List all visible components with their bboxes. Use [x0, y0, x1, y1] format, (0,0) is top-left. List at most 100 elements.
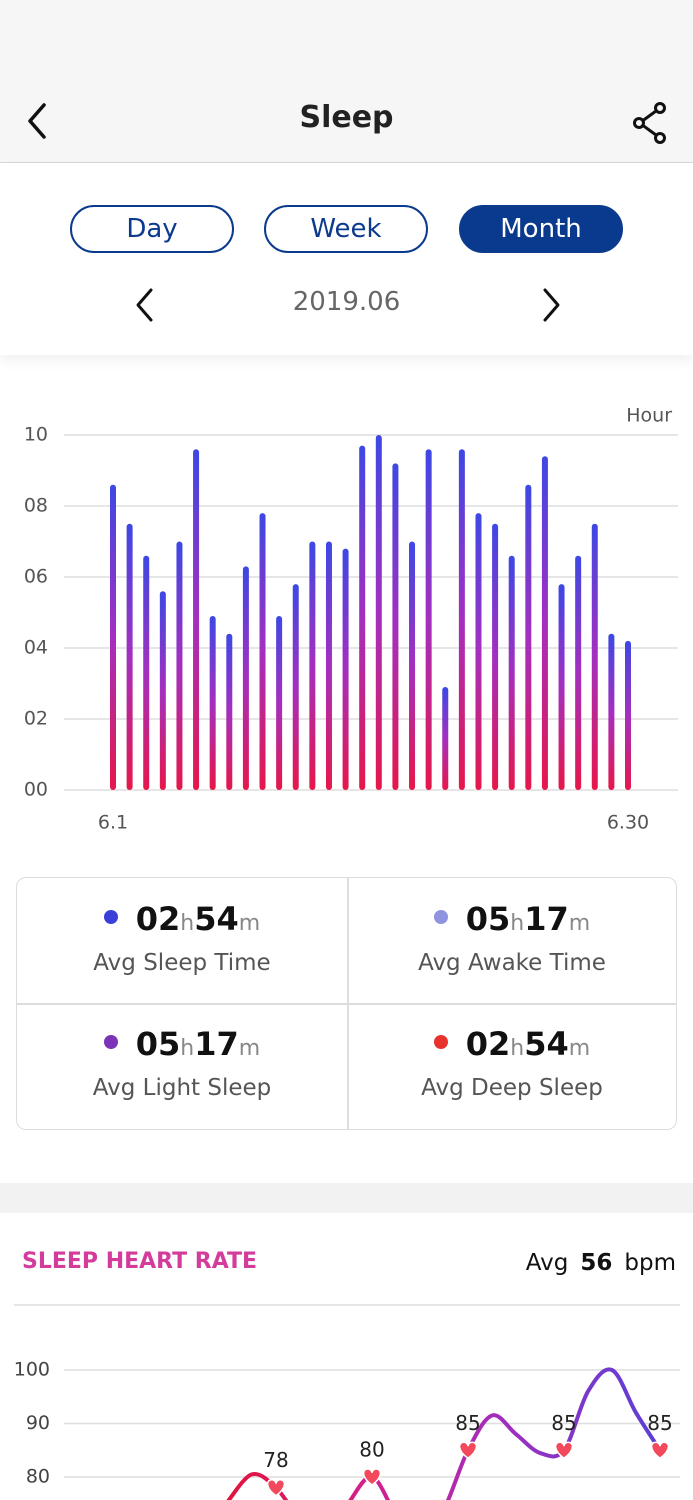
average: Avg 56 bpm — [526, 1250, 676, 1276]
data-label: 85 — [647, 1411, 672, 1435]
stat-value: 02h54m — [17, 900, 347, 938]
tab[interactable]: Week — [264, 205, 428, 253]
hour-unit: h — [510, 1036, 525, 1061]
tab[interactable]: Day — [70, 205, 234, 253]
data-label: 78 — [263, 1448, 288, 1472]
section-gap — [0, 1183, 693, 1213]
hours: 02 — [135, 900, 181, 938]
bar — [359, 445, 366, 790]
bar — [193, 449, 200, 790]
bar — [342, 548, 349, 790]
period-label: 2019.06 — [292, 287, 401, 317]
bar — [209, 616, 216, 790]
bar — [475, 513, 482, 790]
y-tick-label: 08 — [24, 495, 48, 517]
minutes: 17 — [194, 1025, 239, 1063]
bar — [159, 591, 166, 790]
top-bar: Sleep — [0, 0, 693, 163]
y-tick-label: 100 — [14, 1359, 50, 1381]
stat-value: 02h54m — [347, 1025, 677, 1063]
minute-unit: m — [568, 911, 591, 936]
minutes: 54 — [194, 900, 239, 938]
bar — [458, 449, 465, 790]
bar — [375, 435, 382, 790]
bar — [110, 484, 116, 790]
y-tick-label: 04 — [24, 637, 48, 659]
y-tick-label: 02 — [24, 708, 48, 730]
bar — [325, 541, 332, 790]
unit-label: Hour — [626, 405, 672, 427]
hour-unit: h — [510, 911, 525, 936]
avg-value: 56 — [580, 1250, 612, 1276]
bar — [176, 541, 183, 790]
bar — [292, 584, 299, 790]
avg-unit: bpm — [624, 1250, 676, 1276]
page-title: Sleep — [299, 100, 394, 135]
divider — [17, 1003, 676, 1005]
bar — [508, 555, 515, 790]
bar — [242, 566, 249, 790]
prev-period[interactable] — [130, 285, 160, 325]
hours: 02 — [465, 1025, 511, 1063]
bar — [525, 484, 532, 790]
back-button[interactable] — [22, 101, 62, 141]
stat-label: Avg Deep Sleep — [421, 1075, 603, 1101]
tab[interactable]: Month — [459, 205, 623, 253]
bar — [276, 616, 283, 790]
legend-dot — [103, 1035, 118, 1049]
minute-unit: m — [568, 1036, 591, 1061]
heart-marker — [650, 1441, 670, 1460]
minute-unit: m — [238, 911, 261, 936]
bar — [392, 463, 399, 790]
stat-value: 05h17m — [347, 900, 677, 938]
stat-value: 05h17m — [17, 1025, 347, 1063]
heart-marker — [554, 1441, 574, 1460]
bar — [309, 541, 316, 790]
heart-marker — [362, 1468, 382, 1486]
hours: 05 — [135, 1025, 181, 1063]
heart-marker — [266, 1478, 286, 1497]
section-title: SLEEP HEART RATE — [22, 1249, 257, 1274]
stat-label: Avg Awake Time — [418, 950, 606, 976]
bar — [259, 513, 266, 790]
legend-dot — [433, 910, 448, 924]
x-tick-label: 6.30 — [607, 812, 649, 834]
bar — [558, 584, 565, 790]
period-panel: Day Week Month 2019.06 — [0, 163, 693, 355]
y-tick-label: 10 — [24, 424, 48, 446]
avg-label: Avg — [526, 1250, 569, 1276]
bar — [575, 555, 582, 790]
bar — [226, 633, 233, 790]
y-tick-label: 06 — [24, 566, 48, 588]
minute-unit: m — [238, 1036, 261, 1061]
stats-box: 02h54m Avg Sleep Time 05h17m Avg Awake Time… — [16, 877, 677, 1130]
heart-marker — [458, 1441, 478, 1460]
legend-dot — [103, 910, 118, 924]
x-tick-label: 6.1 — [98, 812, 128, 834]
legend-dot — [433, 1035, 448, 1049]
data-label: 80 — [359, 1438, 384, 1462]
stat-cell: 02h54m Avg Deep Sleep — [347, 1003, 677, 1128]
y-tick-label: 80 — [26, 1466, 50, 1488]
stat-label: Avg Light Sleep — [92, 1075, 272, 1101]
share-button[interactable] — [630, 101, 670, 145]
stat-label: Avg Sleep Time — [93, 950, 271, 976]
y-tick-label: 90 — [26, 1412, 50, 1434]
bar — [541, 456, 548, 790]
bar — [409, 541, 416, 790]
bar — [492, 523, 499, 790]
minutes: 54 — [524, 1025, 569, 1063]
hour-unit: h — [180, 1036, 195, 1061]
stat-cell: 05h17m Avg Light Sleep — [17, 1003, 347, 1128]
heart-rate-line — [226, 1367, 662, 1500]
stat-cell: 02h54m Avg Sleep Time — [17, 878, 347, 1003]
bar — [143, 555, 150, 790]
bar — [126, 523, 133, 790]
next-period[interactable] — [537, 285, 567, 325]
data-label: 85 — [455, 1411, 480, 1435]
bar — [608, 633, 615, 790]
minutes: 17 — [524, 900, 569, 938]
data-label: 85 — [551, 1411, 576, 1435]
